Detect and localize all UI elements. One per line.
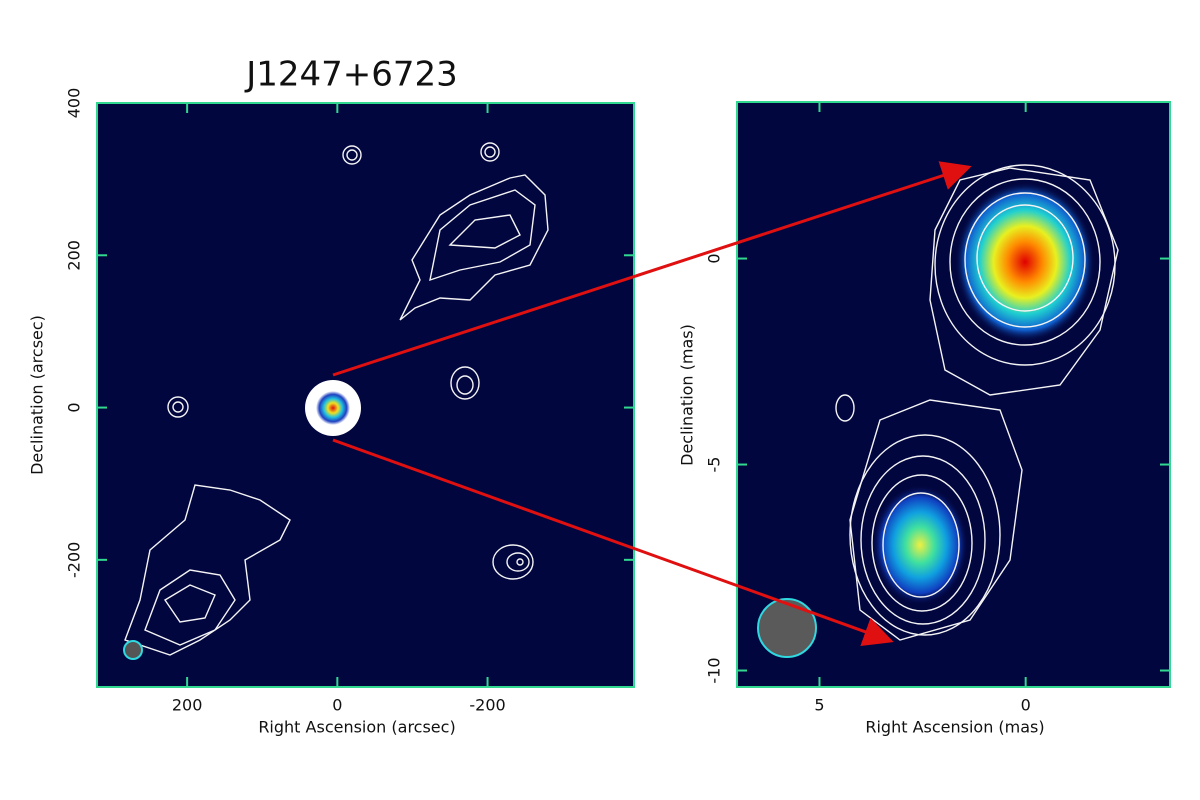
y-axis-label: Declination (arcsec) (28, 315, 47, 475)
y-tick-label: 400 (65, 88, 84, 119)
x-tick-label: -200 (469, 696, 505, 715)
y-tick-label: 0 (65, 402, 84, 412)
x-tick-label: 5 (814, 696, 824, 715)
y-tick-label: -10 (705, 657, 724, 683)
y-tick-label: 0 (705, 253, 724, 263)
right-contours (757, 164, 1119, 658)
x-tick-label: 0 (332, 696, 342, 715)
arrows (332, 161, 972, 646)
y-tick-label: 200 (65, 240, 84, 271)
chart-title: J1247+6723 (244, 55, 458, 95)
left-contours (123, 142, 549, 660)
right-panel (736, 101, 1171, 688)
x-axis-label: Right Ascension (arcsec) (258, 718, 455, 737)
y-tick-label: -200 (65, 542, 84, 578)
y-axis-label: Declination (mas) (678, 324, 697, 466)
left-panel (96, 102, 635, 688)
x-tick-label: 200 (172, 696, 203, 715)
x-tick-label: 0 (1021, 696, 1031, 715)
x-axis-label: Right Ascension (mas) (865, 718, 1044, 737)
y-tick-label: -5 (705, 457, 724, 473)
